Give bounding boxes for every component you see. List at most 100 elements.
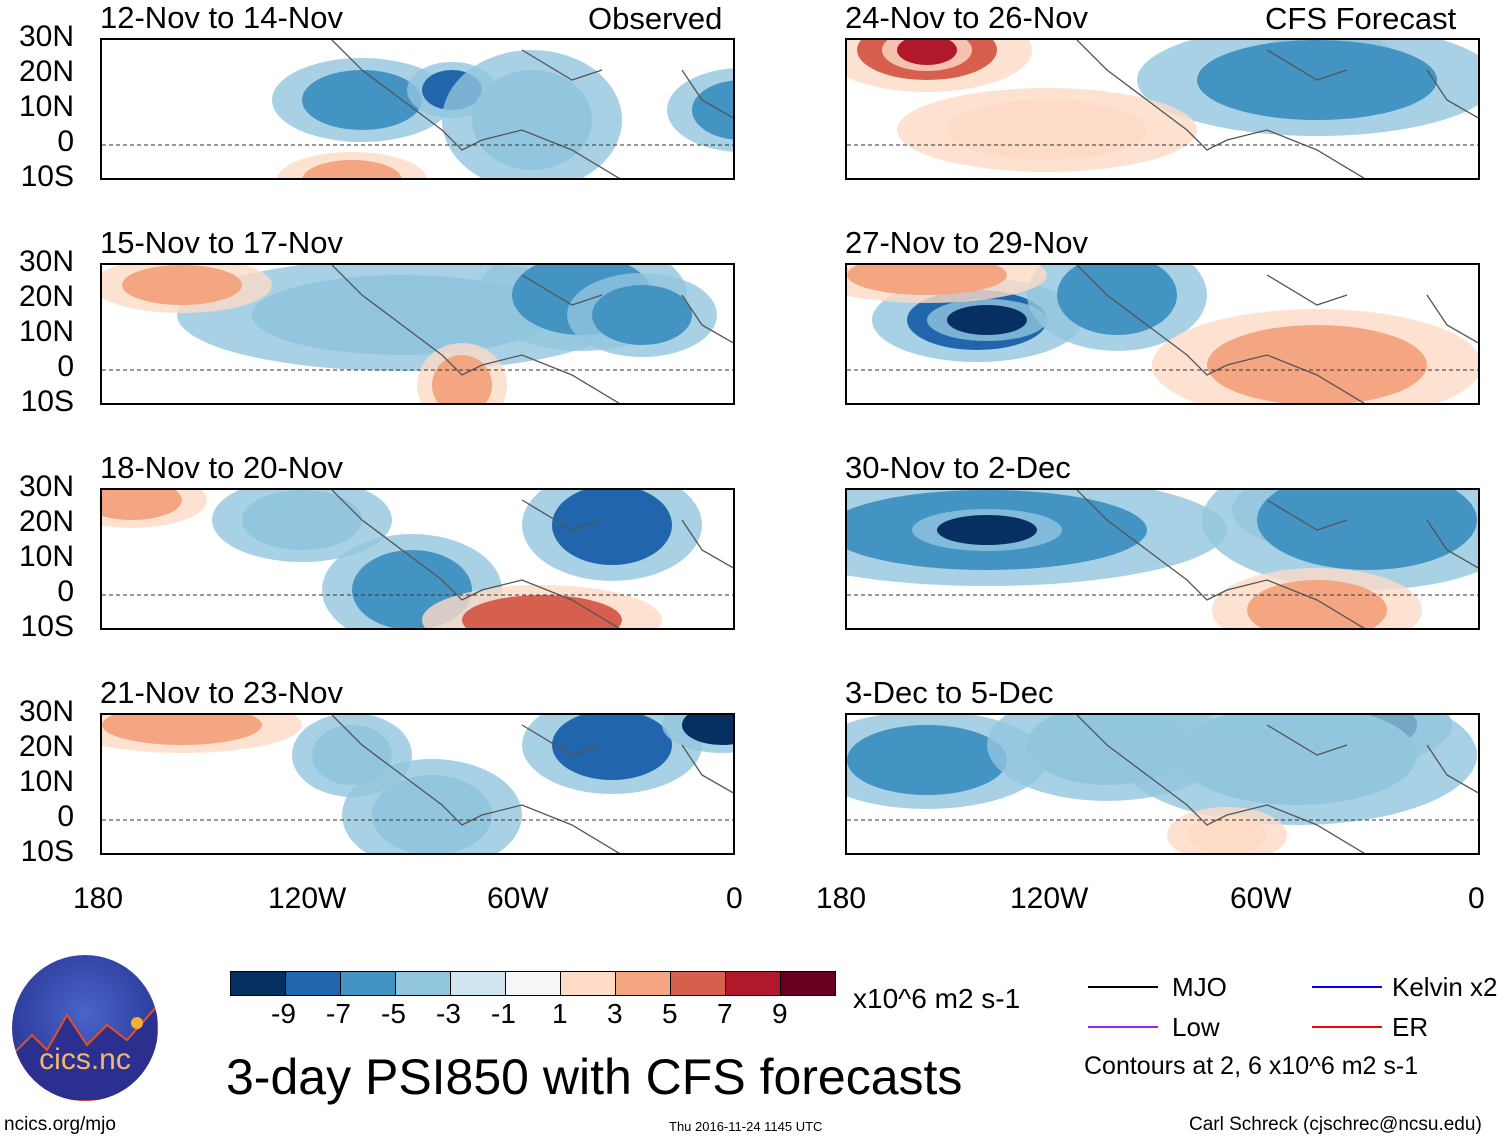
- anomaly-core: [312, 725, 392, 785]
- legend-kelvin: Kelvin x2: [1392, 972, 1498, 1002]
- colorbar-label: 9: [772, 998, 788, 1029]
- anomaly-core: [1177, 715, 1417, 805]
- panel-title: 27-Nov to 29-Nov: [845, 225, 1088, 260]
- colorbar-swatch: [396, 972, 451, 995]
- anomaly-core: [472, 70, 592, 170]
- map-panel: [845, 713, 1480, 855]
- anomaly-core: [462, 595, 622, 628]
- coastline: [331, 715, 733, 853]
- panel-title: 3-Dec to 5-Dec: [845, 675, 1054, 710]
- anomaly-core: [947, 100, 1147, 160]
- lat-label: 10S: [20, 610, 74, 643]
- lat-label: 20N: [18, 505, 74, 538]
- colorbar-units: x10^6 m2 s-1: [853, 983, 1021, 1014]
- colorbar-label: -3: [436, 998, 461, 1029]
- colorbar-swatch: [506, 972, 561, 995]
- lon-label: 120W: [1010, 882, 1089, 915]
- logo-text: cics.nc: [39, 1043, 131, 1076]
- coastline: [331, 40, 733, 178]
- legend-low-line: [1088, 1026, 1158, 1028]
- anomaly-core: [122, 265, 242, 305]
- lat-label: 0: [57, 350, 74, 383]
- anomaly-core: [302, 70, 422, 130]
- lon-label: 0: [1468, 882, 1485, 915]
- anomaly-core: [692, 80, 733, 140]
- anomaly-core: [302, 160, 402, 178]
- lat-label: 0: [57, 800, 74, 833]
- anomaly-core: [372, 775, 492, 853]
- colorbar-label: -5: [381, 998, 406, 1029]
- anomaly-core: [1247, 580, 1387, 628]
- lat-label: 30N: [18, 20, 74, 53]
- colorbar: [230, 971, 836, 996]
- panel-title: 21-Nov to 23-Nov: [100, 675, 343, 710]
- colorbar-swatch: [341, 972, 396, 995]
- lat-label: 0: [57, 125, 74, 158]
- panel-title: 30-Nov to 2-Dec: [845, 450, 1071, 485]
- colorbar-swatch: [286, 972, 341, 995]
- colorbar-swatch: [451, 972, 506, 995]
- anomaly-core: [552, 490, 672, 565]
- map-panel: [845, 38, 1480, 180]
- coastline: [1076, 490, 1478, 628]
- lat-label: 20N: [18, 55, 74, 88]
- lat-label: 10S: [20, 385, 74, 418]
- colorbar-swatch: [561, 972, 616, 995]
- coastline: [331, 490, 733, 628]
- lon-label: 180: [73, 882, 124, 915]
- map-panel: [845, 488, 1480, 630]
- footer-timestamp: Thu 2016-11-24 1145 UTC: [669, 1119, 823, 1134]
- lat-label: 10S: [20, 160, 74, 193]
- anomaly-core: [847, 265, 1007, 295]
- lat-label: 10S: [20, 835, 74, 868]
- coastline: [331, 265, 733, 403]
- lat-label: 30N: [18, 695, 74, 728]
- lat-label: 10N: [18, 315, 74, 348]
- legend-kelvin-line: [1312, 986, 1382, 988]
- lon-label: 0: [726, 882, 743, 915]
- colorbar-label: -9: [271, 998, 296, 1029]
- map-panel: [100, 713, 735, 855]
- panel-title: 24-Nov to 26-Nov: [845, 0, 1088, 35]
- legend-mjo: MJO: [1172, 972, 1227, 1002]
- lon-label: 120W: [268, 882, 347, 915]
- anomaly-core: [947, 305, 1027, 335]
- lat-label: 10N: [18, 540, 74, 573]
- anomaly-core: [682, 715, 733, 745]
- colorbar-label: 5: [662, 998, 678, 1029]
- contour-note: Contours at 2, 6 x10^6 m2 s-1: [1084, 1052, 1419, 1080]
- anomaly-core: [897, 40, 957, 65]
- colorbar-label: -7: [326, 998, 351, 1029]
- lon-label: 60W: [1230, 882, 1292, 915]
- colorbar-swatch: [616, 972, 671, 995]
- logo-mountains-icon: [12, 1003, 158, 1101]
- anomaly-core: [102, 715, 262, 745]
- coastline: [1076, 40, 1478, 178]
- lon-label: 60W: [487, 882, 549, 915]
- panel-title: 18-Nov to 20-Nov: [100, 450, 343, 485]
- lon-label: 180: [816, 882, 867, 915]
- colorbar-label: -1: [491, 998, 516, 1029]
- coastline: [1076, 265, 1478, 403]
- colorbar-swatch: [671, 972, 726, 995]
- map-panel: [100, 38, 735, 180]
- map-panel: [845, 263, 1480, 405]
- anomaly-core: [1057, 265, 1177, 335]
- lat-label: 20N: [18, 280, 74, 313]
- map-panel: [100, 488, 735, 630]
- legend-mjo-line: [1088, 986, 1158, 988]
- anomaly-core: [592, 285, 692, 345]
- forecast-label: CFS Forecast: [1265, 1, 1457, 36]
- lat-label: 0: [57, 575, 74, 608]
- colorbar-swatch: [726, 972, 781, 995]
- anomaly-core: [102, 490, 182, 520]
- lat-label: 30N: [18, 470, 74, 503]
- panel-title: 12-Nov to 14-Nov: [100, 0, 343, 35]
- logo: cics.nc: [12, 955, 158, 1101]
- footer-url: ncics.org/mjo: [4, 1114, 116, 1135]
- anomaly-core: [552, 715, 672, 780]
- anomaly-core: [937, 515, 1037, 545]
- figure-title: 3-day PSI850 with CFS forecasts: [226, 1049, 963, 1105]
- legend-low: Low: [1172, 1012, 1220, 1042]
